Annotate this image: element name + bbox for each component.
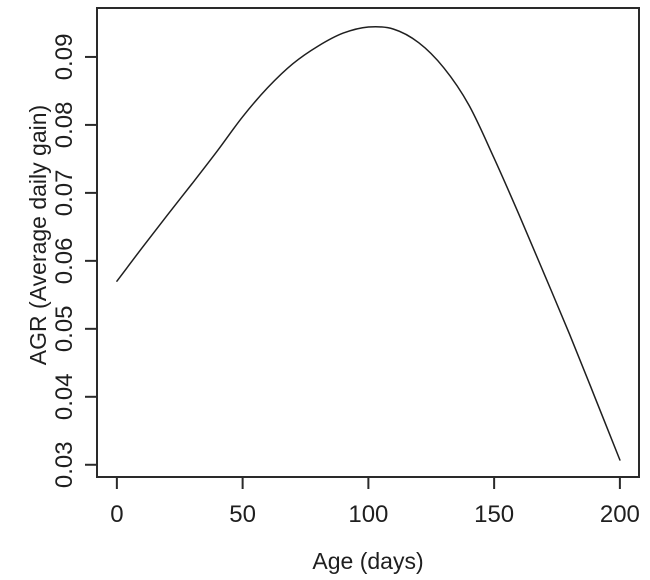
x-tick-label: 0 [110, 501, 123, 528]
y-tick-label: 0.04 [51, 373, 78, 420]
y-axis: 0.03 0.04 0.05 0.06 0.07 0.08 0.09 [51, 34, 97, 488]
x-tick-label: 100 [348, 501, 388, 528]
x-tick-label: 50 [229, 501, 256, 528]
plot-area-border [96, 7, 640, 478]
y-axis-title: AGR (Average daily gain) [25, 105, 51, 365]
y-tick-label: 0.06 [51, 237, 78, 284]
y-tick-label: 0.08 [51, 102, 78, 149]
x-axis: 0 50 100 150 200 [110, 477, 640, 528]
y-tick-label: 0.03 [51, 441, 78, 488]
y-tick-label: 0.07 [51, 170, 78, 217]
x-axis-title: Age (days) [312, 548, 423, 574]
x-tick-label: 150 [474, 501, 514, 528]
y-tick-label: 0.09 [51, 34, 78, 81]
agr-curve [116, 25, 621, 461]
x-tick-label: 200 [600, 501, 640, 528]
y-tick-label: 0.05 [51, 305, 78, 352]
